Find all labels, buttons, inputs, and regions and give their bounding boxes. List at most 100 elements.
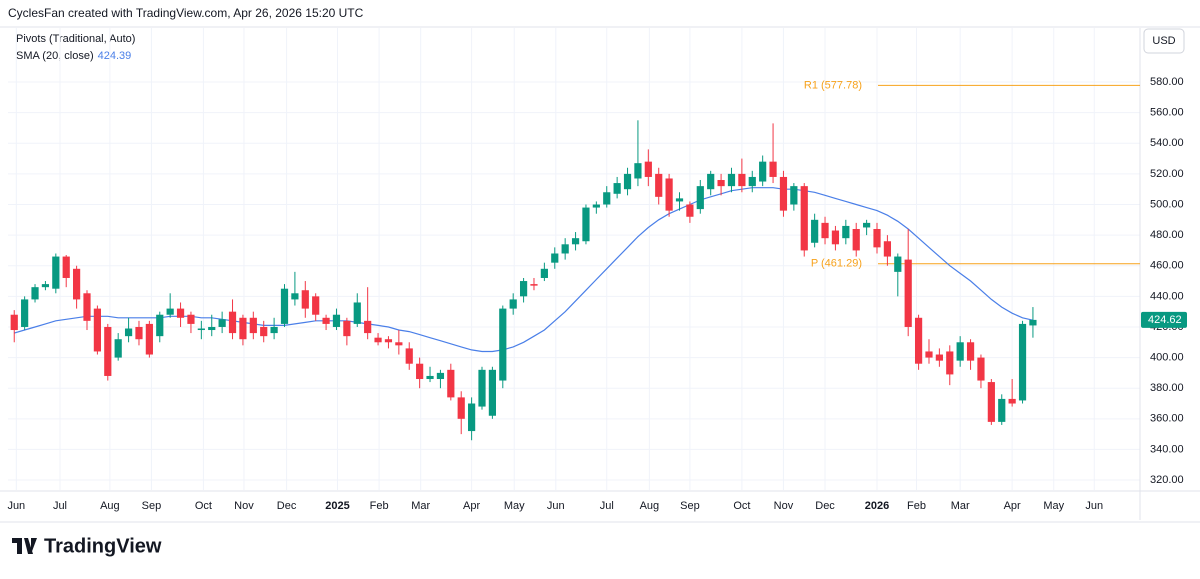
candle-body bbox=[686, 204, 694, 217]
x-tick-label: May bbox=[1043, 500, 1064, 512]
candle bbox=[31, 284, 39, 303]
candle bbox=[197, 320, 205, 340]
x-tick-label: Sep bbox=[142, 500, 162, 512]
x-tick-label: Mar bbox=[951, 500, 970, 512]
x-tick-label: Dec bbox=[277, 500, 297, 512]
x-tick-label: Jul bbox=[600, 500, 614, 512]
candle bbox=[93, 305, 101, 355]
candle bbox=[114, 333, 122, 361]
candle-body bbox=[759, 161, 767, 182]
candle bbox=[603, 186, 611, 208]
candle-body bbox=[228, 311, 237, 334]
candle bbox=[530, 277, 538, 291]
y-tick-label: 320.00 bbox=[1150, 474, 1184, 486]
candle-body bbox=[748, 176, 756, 187]
candle-body bbox=[135, 326, 143, 340]
x-tick-label: Dec bbox=[815, 500, 835, 512]
candle-body bbox=[187, 314, 195, 324]
candle-body bbox=[145, 323, 153, 355]
candle bbox=[831, 225, 840, 251]
y-tick-label: 400.00 bbox=[1150, 351, 1184, 363]
candle-body bbox=[696, 186, 704, 210]
candle-body bbox=[322, 317, 330, 324]
y-tick-label: 380.00 bbox=[1150, 382, 1184, 394]
candle-body bbox=[675, 198, 684, 202]
candle bbox=[104, 323, 112, 381]
candle bbox=[426, 366, 434, 383]
candle bbox=[457, 391, 465, 435]
candle-body bbox=[582, 207, 590, 242]
candle bbox=[312, 293, 320, 321]
candle-body bbox=[571, 238, 580, 245]
candle-body bbox=[332, 314, 341, 327]
candle bbox=[665, 173, 673, 217]
currency[interactable]: USD bbox=[1152, 35, 1175, 47]
x-tick-label: Sep bbox=[680, 500, 700, 512]
candle bbox=[644, 149, 652, 187]
x-tick-label: Jul bbox=[53, 500, 67, 512]
candle bbox=[540, 262, 548, 282]
candle-body bbox=[1018, 323, 1027, 401]
candle bbox=[561, 238, 569, 260]
x-tick-label: Jun bbox=[1085, 500, 1103, 512]
candle bbox=[488, 366, 497, 419]
candle-body bbox=[842, 225, 850, 239]
candle bbox=[447, 363, 455, 401]
candle bbox=[821, 216, 829, 245]
candle-body bbox=[779, 176, 788, 211]
candle-body bbox=[551, 253, 559, 263]
candle bbox=[343, 317, 351, 346]
candle-body bbox=[623, 173, 632, 190]
x-tick-label: Apr bbox=[463, 500, 480, 512]
candle bbox=[717, 173, 725, 196]
candle bbox=[187, 311, 195, 334]
candle bbox=[707, 170, 715, 196]
candle-body bbox=[104, 326, 112, 376]
y-tick-label: 480.00 bbox=[1150, 229, 1184, 241]
candle bbox=[301, 281, 309, 318]
y-tick-label: 560.00 bbox=[1150, 107, 1184, 119]
candle bbox=[509, 293, 517, 315]
candle-body bbox=[509, 299, 517, 309]
candle bbox=[935, 348, 943, 367]
y-tick-label: 500.00 bbox=[1150, 198, 1184, 210]
candle-body bbox=[166, 308, 174, 315]
candle bbox=[779, 170, 788, 217]
candle bbox=[291, 271, 299, 306]
x-tick-label: Oct bbox=[733, 500, 750, 512]
candle-body bbox=[1029, 319, 1037, 326]
candle-body bbox=[457, 397, 465, 419]
candle-body bbox=[811, 219, 819, 243]
candle-body bbox=[738, 173, 746, 187]
candle-body bbox=[946, 351, 954, 375]
candle-body bbox=[530, 284, 538, 286]
candle-body bbox=[831, 230, 840, 245]
candle-body bbox=[73, 268, 81, 300]
candle bbox=[998, 394, 1006, 425]
candle bbox=[1008, 379, 1016, 407]
candle-body bbox=[124, 328, 133, 337]
indicator-legend: Pivots (Traditional, Auto) bbox=[16, 33, 135, 45]
candle-body bbox=[83, 293, 91, 321]
candle bbox=[416, 357, 424, 389]
currency-button[interactable] bbox=[1143, 28, 1185, 54]
candle-body bbox=[883, 241, 892, 257]
candle bbox=[738, 158, 746, 193]
header-text: CyclesFan created with TradingView.com, … bbox=[8, 6, 364, 20]
candle bbox=[748, 170, 756, 193]
candle-body bbox=[114, 339, 122, 358]
candle bbox=[894, 253, 902, 297]
candle bbox=[239, 314, 247, 346]
candle bbox=[478, 366, 486, 410]
candle-body bbox=[395, 342, 403, 346]
candle bbox=[769, 123, 777, 184]
candle bbox=[405, 342, 413, 370]
candle-body bbox=[384, 339, 393, 343]
candle bbox=[592, 201, 600, 214]
candle-body bbox=[260, 326, 268, 337]
candle bbox=[873, 222, 881, 254]
candle-body bbox=[665, 178, 673, 211]
candle-body bbox=[197, 328, 205, 331]
candle bbox=[727, 167, 736, 193]
candle bbox=[83, 290, 91, 331]
